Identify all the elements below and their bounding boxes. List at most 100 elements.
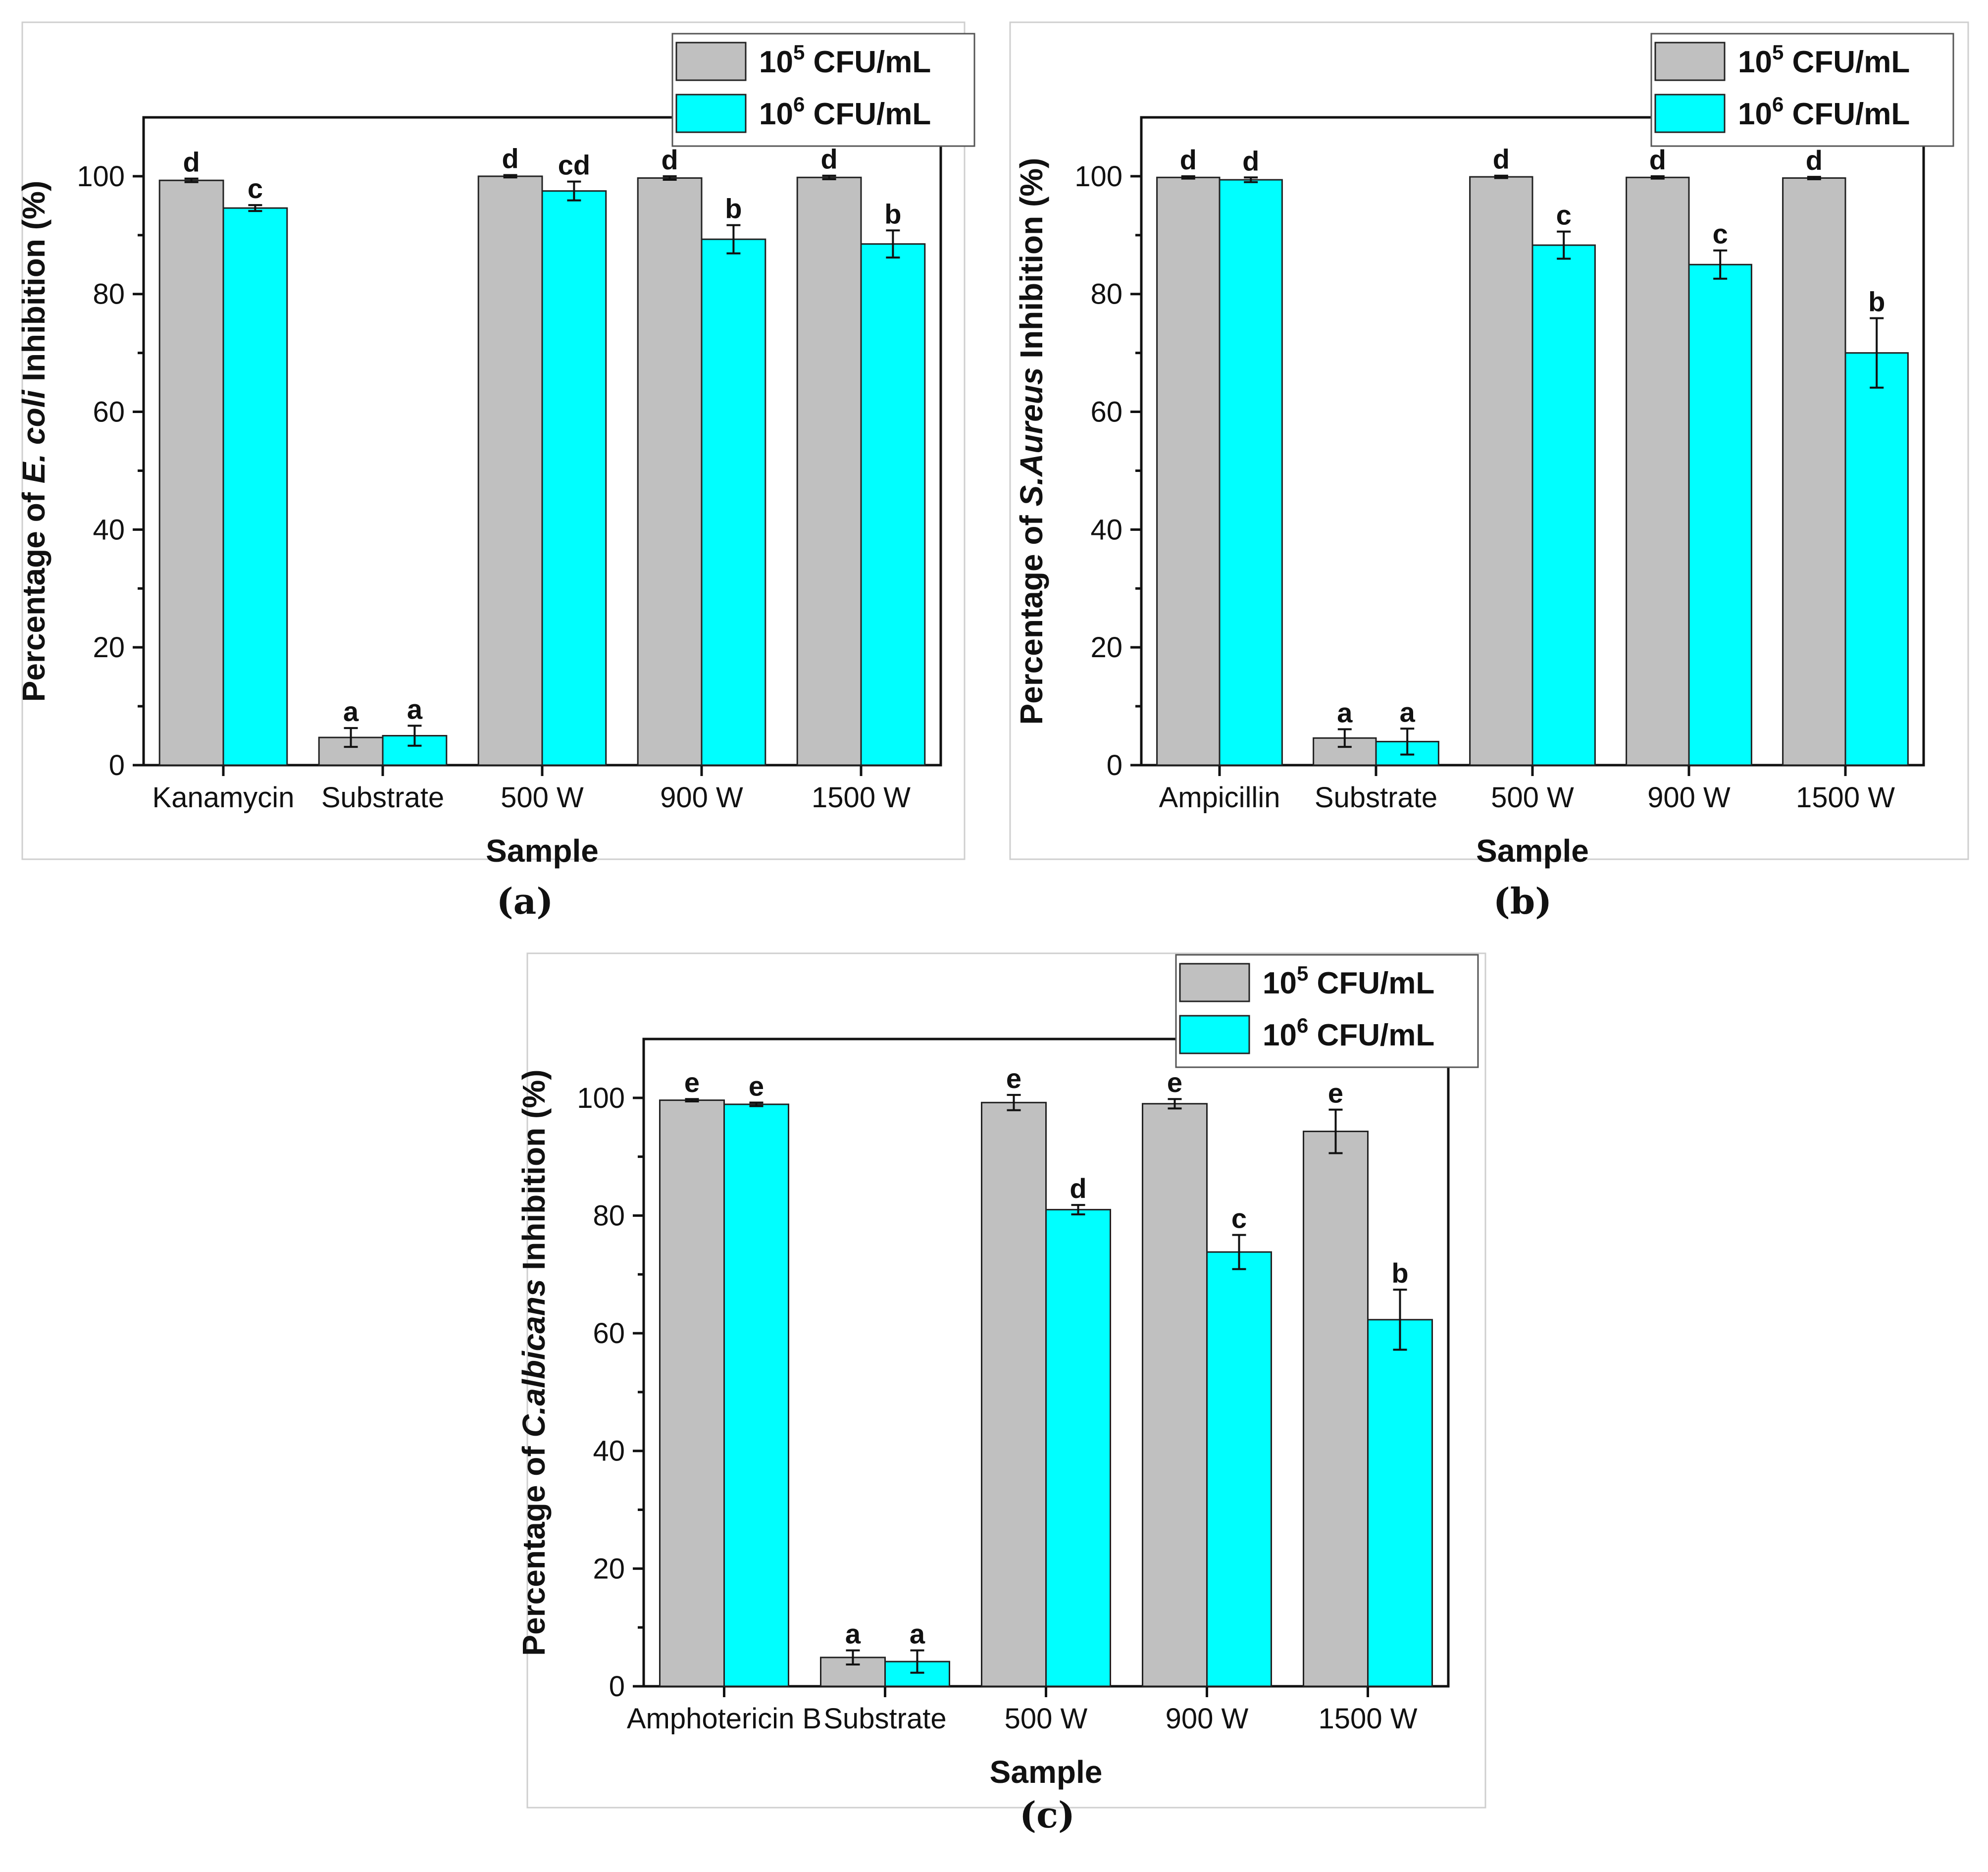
x-axis-title: Sample: [1476, 833, 1589, 869]
error-bar: [1181, 175, 1195, 180]
error-bar: [1557, 230, 1571, 260]
bar-series-1: [1142, 1103, 1208, 1687]
error-bar: [1807, 176, 1821, 180]
x-axis-title: Sample: [990, 1754, 1103, 1790]
legend-label-exponent: 6: [1772, 93, 1784, 116]
x-tick-label: Amphotericin B: [627, 1703, 821, 1735]
significance-letter: b: [725, 193, 742, 224]
bar-series-1: [981, 1101, 1047, 1687]
legend-label-exponent: 5: [793, 41, 805, 64]
significance-letter: e: [684, 1067, 700, 1098]
y-axis-title-organism: C.albicans: [516, 1279, 552, 1437]
significance-letter: e: [1328, 1078, 1343, 1109]
error-bar: [1650, 175, 1665, 180]
significance-letter: b: [1391, 1257, 1408, 1289]
panel-caption: (c): [1019, 1794, 1075, 1836]
x-tick-label: 1500 W: [812, 781, 911, 814]
legend-label-base: 10: [1263, 1018, 1297, 1052]
error-bar: [1232, 1234, 1246, 1270]
bar-series-2: [1688, 263, 1752, 766]
error-bar: [749, 1101, 764, 1107]
legend-label-unit: CFU/mL: [1784, 45, 1910, 79]
error-bar: [1328, 1108, 1343, 1154]
error-bar: [1007, 1093, 1021, 1111]
x-tick-label: Substrate: [823, 1703, 946, 1735]
y-axis-title: Percentage of C.albicans Inhibition (%): [516, 1069, 552, 1656]
error-bar: [1337, 728, 1352, 748]
y-tick-label: 40: [593, 1435, 625, 1467]
significance-letter: e: [749, 1070, 764, 1101]
panel-caption: (a): [497, 880, 554, 922]
chart-panel-1: 0 20 40 60 80 100 Kanamycin d c Substrate a a 500 W d…: [16, 21, 975, 922]
x-tick-label: 900 W: [660, 781, 743, 814]
significance-letter: d: [661, 144, 678, 175]
significance-letter: b: [1868, 286, 1885, 317]
y-tick-label: 80: [593, 1199, 625, 1232]
bar-series-1: [796, 176, 862, 766]
bar-series-1: [1469, 176, 1533, 766]
error-bar: [726, 224, 741, 255]
x-axis-title: Sample: [486, 833, 599, 869]
legend-swatch-series-1: [675, 42, 747, 81]
bar-series-2: [1219, 179, 1283, 766]
error-bar: [248, 204, 262, 212]
legend-label-unit: CFU/mL: [805, 45, 931, 79]
error-bar: [886, 229, 900, 259]
error-bar: [822, 174, 836, 180]
bar-series-1: [659, 1099, 725, 1687]
y-tick-label: 100: [77, 160, 125, 193]
error-bar: [663, 175, 677, 181]
legend-label-base: 10: [759, 97, 793, 131]
y-tick-label: 100: [1074, 160, 1122, 193]
significance-letter: d: [1242, 145, 1259, 176]
bar-series-1: [158, 179, 224, 766]
y-axis-title-suffix: Inhibition (%): [1014, 158, 1049, 367]
bar-series-2: [1206, 1251, 1272, 1687]
y-tick-label: 60: [593, 1317, 625, 1350]
y-tick-label: 40: [1090, 514, 1122, 546]
legend-label-unit: CFU/mL: [1308, 1018, 1434, 1052]
legend-label-series-2: 106 CFU/mL: [1263, 1014, 1434, 1052]
x-tick-label: 1500 W: [1796, 781, 1895, 814]
x-tick-label: 900 W: [1166, 1703, 1249, 1735]
x-tick-label: Ampicillin: [1159, 781, 1280, 814]
bar-series-1: [1156, 176, 1221, 766]
legend-label-series-1: 105 CFU/mL: [759, 41, 931, 79]
error-bar: [910, 1649, 924, 1674]
y-tick-label: 0: [609, 1670, 625, 1703]
error-bar: [503, 174, 517, 179]
chart-panel-2: 0 20 40 60 80 100 Ampicillin d d Substrate a a 500 W…: [1009, 21, 1969, 922]
legend-label-series-1: 105 CFU/mL: [1738, 41, 1910, 79]
error-bar: [1393, 1289, 1407, 1351]
bar-series-1: [1303, 1131, 1369, 1687]
legend-label-series-1: 105 CFU/mL: [1263, 962, 1434, 1000]
bar-series-2: [1531, 244, 1596, 766]
error-bar: [1870, 317, 1884, 389]
significance-letter: a: [1337, 697, 1353, 728]
significance-letter: a: [910, 1618, 925, 1650]
legend-label-exponent: 5: [1297, 962, 1308, 985]
legend-label-base: 10: [1738, 97, 1772, 131]
bar-series-1: [637, 177, 703, 766]
legend-label-base: 10: [1738, 45, 1772, 79]
legend-swatch-series-2: [1654, 94, 1726, 133]
bar-series-2: [1367, 1319, 1433, 1687]
panel-caption: (b): [1493, 880, 1552, 922]
y-tick-label: 0: [109, 749, 125, 781]
y-axis-title-organism: S.Aureus: [1014, 367, 1049, 507]
error-bar: [1713, 249, 1728, 280]
error-bar: [344, 727, 358, 748]
bar-series-2: [860, 243, 926, 766]
bar-series-1: [477, 175, 543, 766]
significance-letter: c: [1713, 218, 1728, 250]
y-axis-title-prefix: Percentage of: [516, 1438, 552, 1656]
bar-series-2: [701, 238, 766, 766]
y-axis-title-prefix: Percentage of: [1014, 506, 1049, 725]
chart-panel-3: 0 20 40 60 80 100 Amphotericin B e e Substrate a a 5…: [516, 952, 1486, 1836]
error-bar: [1400, 728, 1415, 756]
error-bar: [1494, 174, 1508, 179]
x-tick-label: 1500 W: [1319, 1703, 1418, 1735]
